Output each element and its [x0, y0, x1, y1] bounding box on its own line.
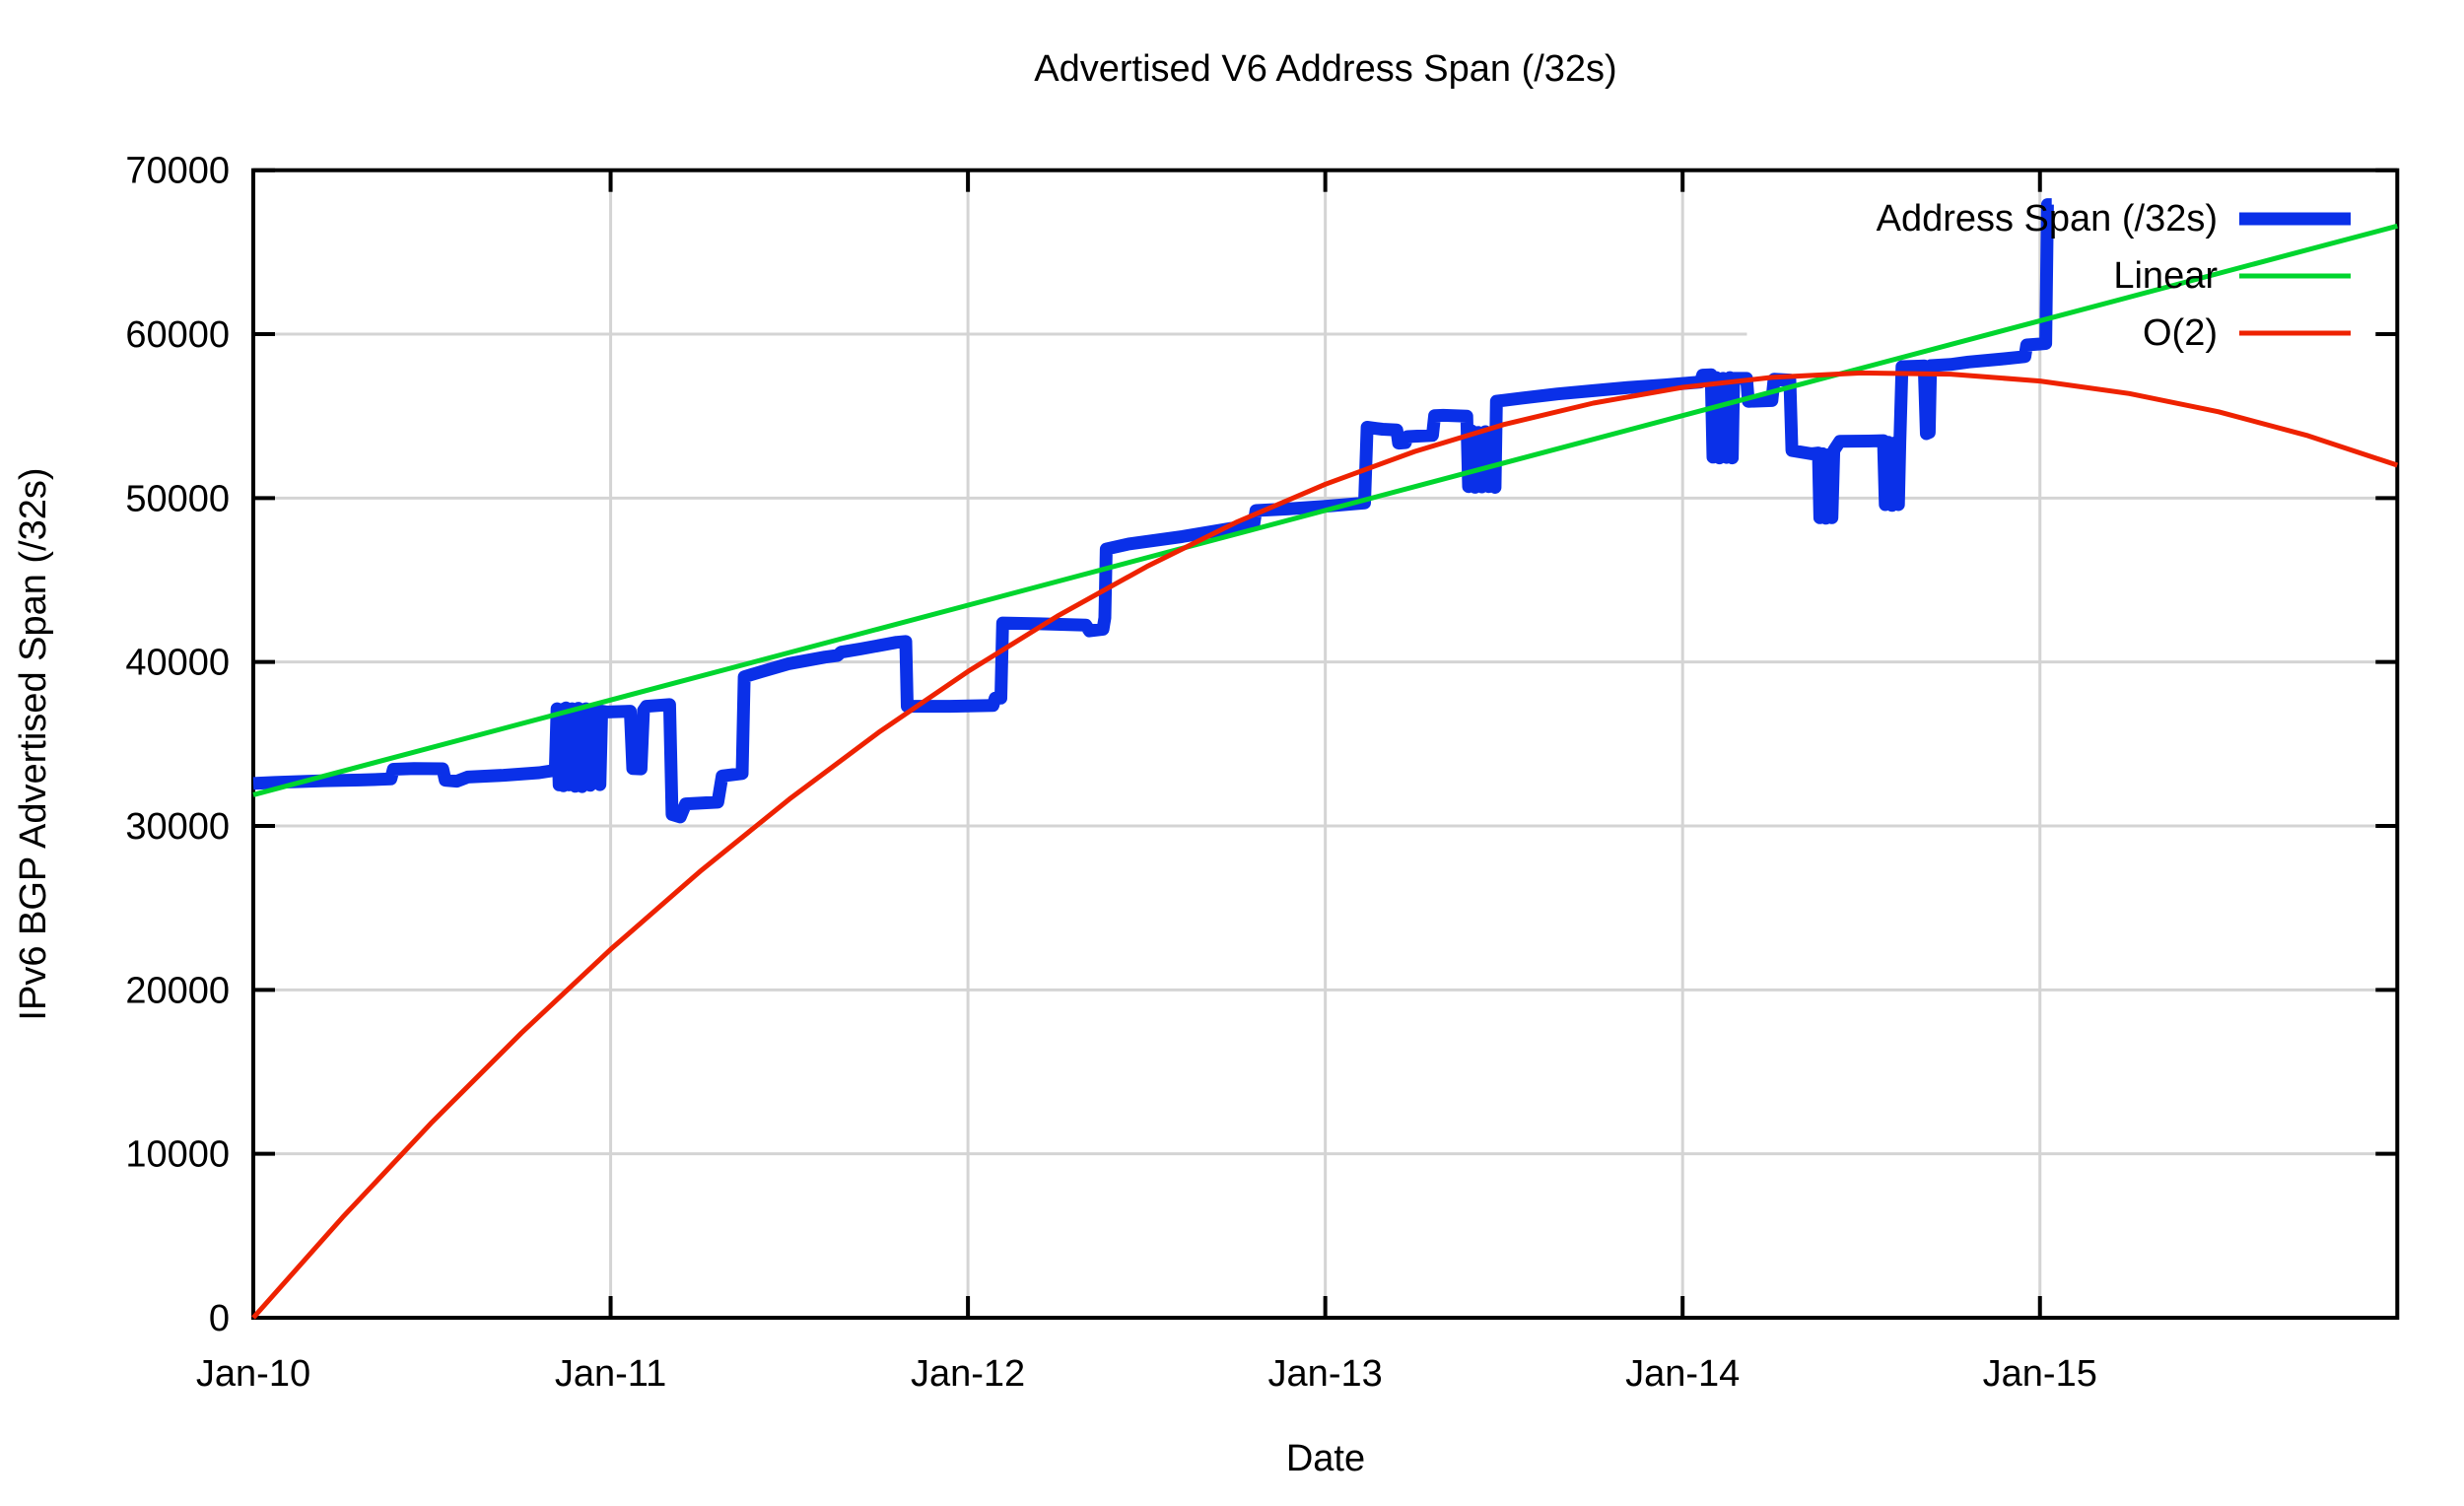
series-linear-line: [252, 223, 2398, 797]
legend-label-o2: O(2): [2143, 312, 2218, 354]
x-tick-label: Jan-14: [1625, 1353, 1740, 1395]
y-tick-label: 0: [209, 1298, 230, 1339]
x-axis-title: Date: [1285, 1438, 1366, 1479]
series-o2-line: [251, 370, 2399, 1320]
y-tick-label: 60000: [125, 314, 230, 356]
y-tick-label: 10000: [125, 1134, 230, 1176]
legend-label-linear: Linear: [2113, 255, 2218, 297]
y-axis-title: IPv6 BGP Advertised Span (/32s): [13, 467, 54, 1020]
x-tick-label: Jan-11: [555, 1353, 666, 1395]
y-tick-label: 70000: [125, 151, 230, 192]
y-tick-label: 30000: [125, 806, 230, 848]
chart-title: Advertised V6 Address Span (/32s): [1034, 48, 1617, 90]
series-address_span-line: [252, 198, 2054, 824]
legend-label-address-span: Address Span (/32s): [1876, 198, 2218, 240]
x-tick-label: Jan-13: [1268, 1353, 1383, 1395]
x-tick-label: Jan-10: [196, 1353, 310, 1395]
y-tick-label: 40000: [125, 643, 230, 684]
y-tick-label: 50000: [125, 478, 230, 519]
y-tick-label: 20000: [125, 970, 230, 1011]
x-tick-label: Jan-15: [1983, 1353, 2097, 1395]
x-tick-label: Jan-12: [911, 1353, 1025, 1395]
